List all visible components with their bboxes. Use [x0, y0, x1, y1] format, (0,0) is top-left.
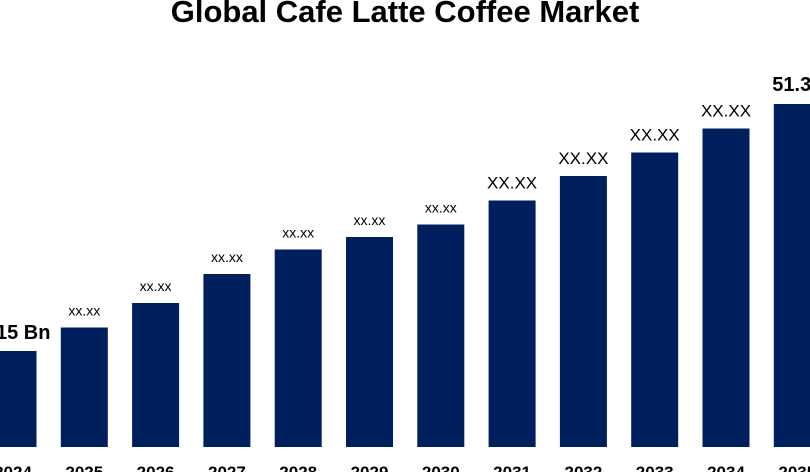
- bar-2030: [417, 224, 465, 447]
- data-label-2035: 51.35: [772, 74, 810, 96]
- data-label-2028: xx.xx: [282, 225, 314, 241]
- x-tick-2030: 2030: [422, 463, 460, 472]
- bar-2029: [346, 237, 393, 447]
- x-tick-2033: 2033: [636, 463, 674, 472]
- bar-2025: [60, 327, 108, 447]
- x-tick-2035: 2035: [778, 463, 810, 472]
- bar-2031: [488, 200, 536, 447]
- x-tick-2027: 2027: [208, 463, 246, 472]
- chart-title: Global Cafe Latte Coffee Market: [170, 0, 640, 29]
- bar-2028: [274, 249, 322, 447]
- bar-2035: [773, 104, 810, 447]
- bar-2032: [559, 176, 607, 447]
- bar-2033: [631, 152, 679, 447]
- data-label-2025: xx.xx: [68, 303, 100, 319]
- bar-2024: [0, 351, 37, 447]
- bar-2026: [132, 303, 180, 447]
- data-label-2026: xx.xx: [140, 278, 172, 294]
- x-tick-2024: 2024: [0, 463, 32, 472]
- bar-2027: [203, 274, 251, 447]
- data-label-2034: XX.XX: [701, 102, 751, 121]
- x-tick-2031: 2031: [493, 463, 531, 472]
- data-label-2033: XX.XX: [630, 126, 680, 145]
- data-label-2024: 15 Bn: [0, 322, 50, 344]
- x-tick-2032: 2032: [564, 463, 602, 472]
- data-label-2030: xx.xx: [425, 200, 457, 216]
- data-label-2027: xx.xx: [211, 249, 243, 265]
- x-tick-2028: 2028: [279, 463, 317, 472]
- bar-2034: [702, 128, 750, 447]
- x-tick-2034: 2034: [707, 463, 745, 472]
- x-tick-2026: 2026: [137, 463, 175, 472]
- x-tick-2029: 2029: [351, 463, 389, 472]
- data-label-2032: XX.XX: [558, 149, 608, 168]
- data-label-2031: XX.XX: [487, 174, 537, 193]
- x-tick-2025: 2025: [65, 463, 103, 472]
- data-label-2029: xx.xx: [354, 212, 386, 228]
